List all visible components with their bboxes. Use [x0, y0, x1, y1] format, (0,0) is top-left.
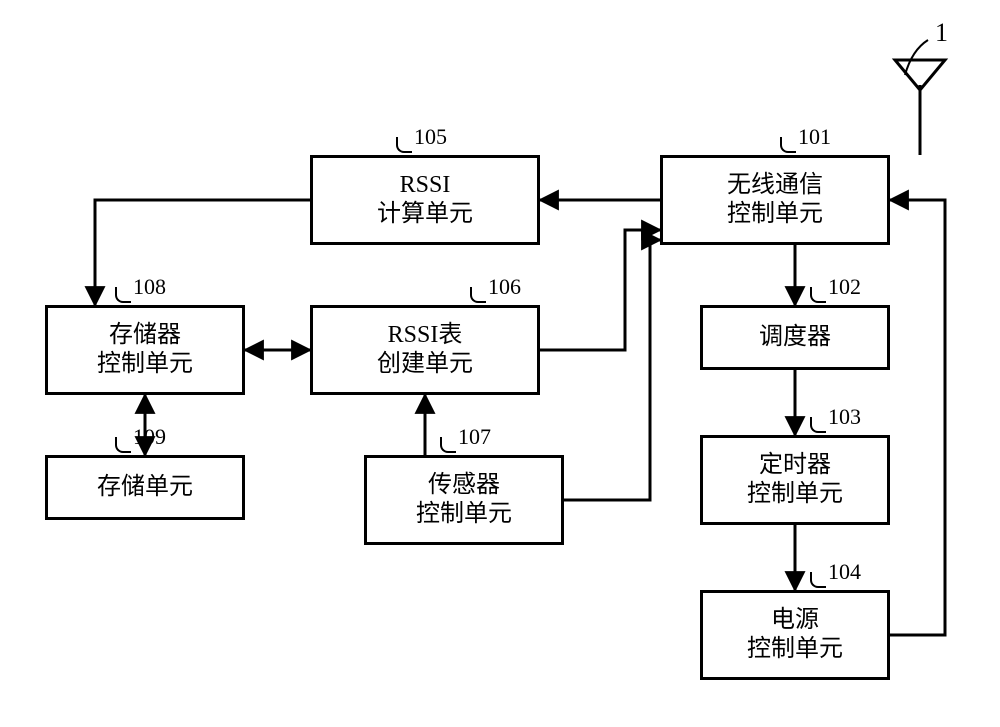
block-108: 存储器 控制单元	[45, 305, 245, 395]
leader-103	[810, 417, 826, 433]
ref-109: 109	[133, 424, 166, 450]
ref-106: 106	[488, 274, 521, 300]
block-107-line1: 传感器	[428, 471, 500, 500]
block-104: 电源 控制单元	[700, 590, 890, 680]
block-105-line2: 计算单元	[377, 200, 473, 229]
block-104-line1: 电源	[771, 606, 819, 635]
block-104-line2: 控制单元	[747, 635, 843, 664]
leader-107	[440, 437, 456, 453]
leader-109	[115, 437, 131, 453]
block-103-line2: 控制单元	[747, 480, 843, 509]
block-106-line1: RSSI表	[388, 321, 463, 350]
leader-108	[115, 287, 131, 303]
leader-104	[810, 572, 826, 588]
leader-106	[470, 287, 486, 303]
ref-108: 108	[133, 274, 166, 300]
leader-101	[780, 137, 796, 153]
ref-103: 103	[828, 404, 861, 430]
block-107: 传感器 控制单元	[364, 455, 564, 545]
block-101-line2: 控制单元	[727, 200, 823, 229]
block-108-line2: 控制单元	[97, 350, 193, 379]
block-102: 调度器	[700, 305, 890, 370]
ref-104: 104	[828, 559, 861, 585]
block-106-line2: 创建单元	[377, 350, 473, 379]
block-109-line1: 存储单元	[97, 473, 193, 502]
block-105: RSSI 计算单元	[310, 155, 540, 245]
block-102-line1: 调度器	[759, 323, 831, 352]
block-106: RSSI表 创建单元	[310, 305, 540, 395]
ref-107: 107	[458, 424, 491, 450]
diagram-label: 1	[935, 18, 948, 48]
ref-105: 105	[414, 124, 447, 150]
block-103-line1: 定时器	[759, 451, 831, 480]
ref-102: 102	[828, 274, 861, 300]
leader-102	[810, 287, 826, 303]
block-105-line1: RSSI	[400, 171, 451, 200]
block-107-line2: 控制单元	[416, 500, 512, 529]
block-101: 无线通信 控制单元	[660, 155, 890, 245]
block-108-line1: 存储器	[109, 321, 181, 350]
block-109: 存储单元	[45, 455, 245, 520]
block-103: 定时器 控制单元	[700, 435, 890, 525]
ref-101: 101	[798, 124, 831, 150]
block-101-line1: 无线通信	[727, 171, 823, 200]
leader-105	[396, 137, 412, 153]
